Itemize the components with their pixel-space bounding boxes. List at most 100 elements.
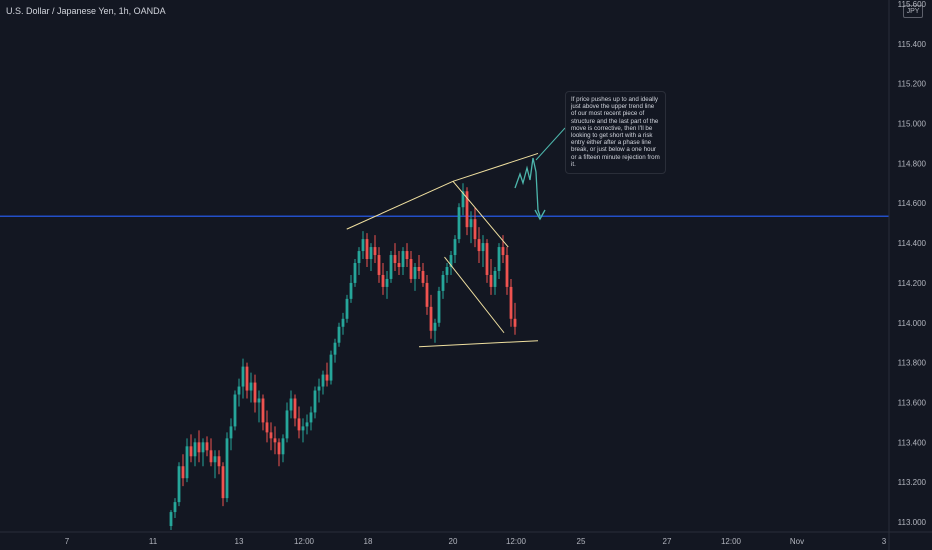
candle-body — [357, 251, 361, 264]
price-tick-label: 114.800 — [898, 159, 927, 168]
candle-body — [401, 251, 405, 267]
candle-body — [305, 422, 309, 427]
time-tick-label: 20 — [449, 537, 458, 546]
candle-body — [353, 263, 357, 283]
candle-body — [317, 386, 321, 391]
price-axis: 113.000 113.200 113.400 113.600 113.800 114.0… — [898, 0, 927, 527]
candle-body — [441, 274, 445, 291]
candle-body — [393, 255, 397, 264]
candle-body — [213, 456, 217, 463]
candle-body — [473, 219, 477, 240]
candle-body — [301, 426, 305, 431]
candles-layer — [169, 183, 517, 531]
candle-body — [349, 282, 353, 299]
candle-body — [237, 386, 241, 395]
candle-body — [509, 286, 513, 319]
inner-diagonal-line — [444, 256, 505, 334]
price-tick-label: 113.800 — [898, 359, 927, 368]
time-tick-label: 7 — [65, 537, 70, 546]
candle-body — [465, 191, 469, 228]
candle-body — [233, 394, 237, 427]
candle-body — [181, 466, 185, 479]
candle-body — [253, 382, 257, 403]
candle-body — [489, 274, 493, 287]
time-tick-label: Nov — [790, 537, 804, 546]
candle-body — [185, 446, 189, 479]
candle-body — [389, 255, 393, 279]
projected-trendline — [452, 152, 539, 182]
candle-body — [477, 239, 481, 252]
price-tick-label: 114.000 — [898, 319, 927, 328]
price-tick-label: 115.600 — [898, 0, 927, 9]
candle-body — [385, 278, 389, 287]
candle-body — [457, 207, 461, 240]
candle-body — [429, 306, 433, 331]
candle-body — [329, 354, 333, 381]
candle-body — [333, 342, 337, 355]
price-tick-label: 114.600 — [898, 199, 927, 208]
price-tick-label: 115.400 — [898, 40, 927, 49]
candle-body — [261, 398, 265, 423]
upper-trendline — [346, 180, 454, 230]
candle-body — [445, 266, 449, 275]
candle-body — [313, 390, 317, 413]
candle-body — [501, 247, 505, 256]
candle-body — [377, 255, 381, 275]
candle-body — [309, 412, 313, 423]
candle-body — [281, 438, 285, 455]
price-tick-label: 115.000 — [898, 120, 927, 129]
candle-body — [345, 298, 349, 319]
candle-body — [289, 398, 293, 411]
candle-body — [373, 247, 377, 256]
candle-body — [197, 442, 201, 453]
candle-body — [257, 398, 261, 403]
candle-body — [325, 374, 329, 381]
annotation-note[interactable]: If price pushes up to and ideally just a… — [565, 91, 666, 174]
candle-body — [449, 255, 453, 267]
candle-body — [413, 266, 417, 279]
candle-body — [421, 270, 425, 283]
lower-support-line — [418, 340, 539, 348]
candle-body — [169, 512, 173, 527]
projection-arrow-head — [534, 209, 546, 221]
price-tick-label: 113.400 — [898, 438, 927, 447]
candle-body — [209, 450, 213, 463]
candle-body — [277, 442, 281, 455]
candle-body — [417, 266, 421, 271]
time-tick-label: 25 — [577, 537, 586, 546]
candle-body — [497, 247, 501, 271]
candle-body — [409, 259, 413, 279]
candle-body — [205, 442, 209, 451]
candle-body — [269, 432, 273, 439]
candle-body — [437, 290, 441, 323]
price-tick-label: 113.000 — [898, 518, 927, 527]
candle-body — [505, 255, 509, 287]
candle-body — [293, 398, 297, 419]
candle-body — [485, 243, 489, 275]
candle-body — [321, 374, 325, 387]
candle-body — [241, 366, 245, 387]
candle-body — [381, 274, 385, 287]
candle-body — [461, 191, 465, 208]
candle-body — [245, 366, 249, 391]
descending-trendline — [452, 180, 509, 248]
candle-body — [513, 318, 517, 327]
candle-body — [493, 270, 497, 287]
time-tick-label: 12:00 — [506, 537, 527, 546]
candle-body — [469, 219, 473, 228]
price-tick-label: 114.400 — [898, 239, 927, 248]
time-tick-label: 3 — [882, 537, 887, 546]
time-tick-label: 27 — [663, 537, 672, 546]
price-tick-label: 114.200 — [898, 279, 927, 288]
candle-body — [453, 239, 457, 256]
candle-body — [341, 318, 345, 327]
candle-body — [265, 422, 269, 433]
candle-body — [221, 466, 225, 499]
time-tick-label: 18 — [364, 537, 373, 546]
candle-body — [361, 239, 365, 252]
candle-body — [425, 282, 429, 307]
candle-body — [297, 418, 301, 431]
candle-body — [193, 442, 197, 457]
currency-badge[interactable]: JPY — [903, 5, 923, 18]
